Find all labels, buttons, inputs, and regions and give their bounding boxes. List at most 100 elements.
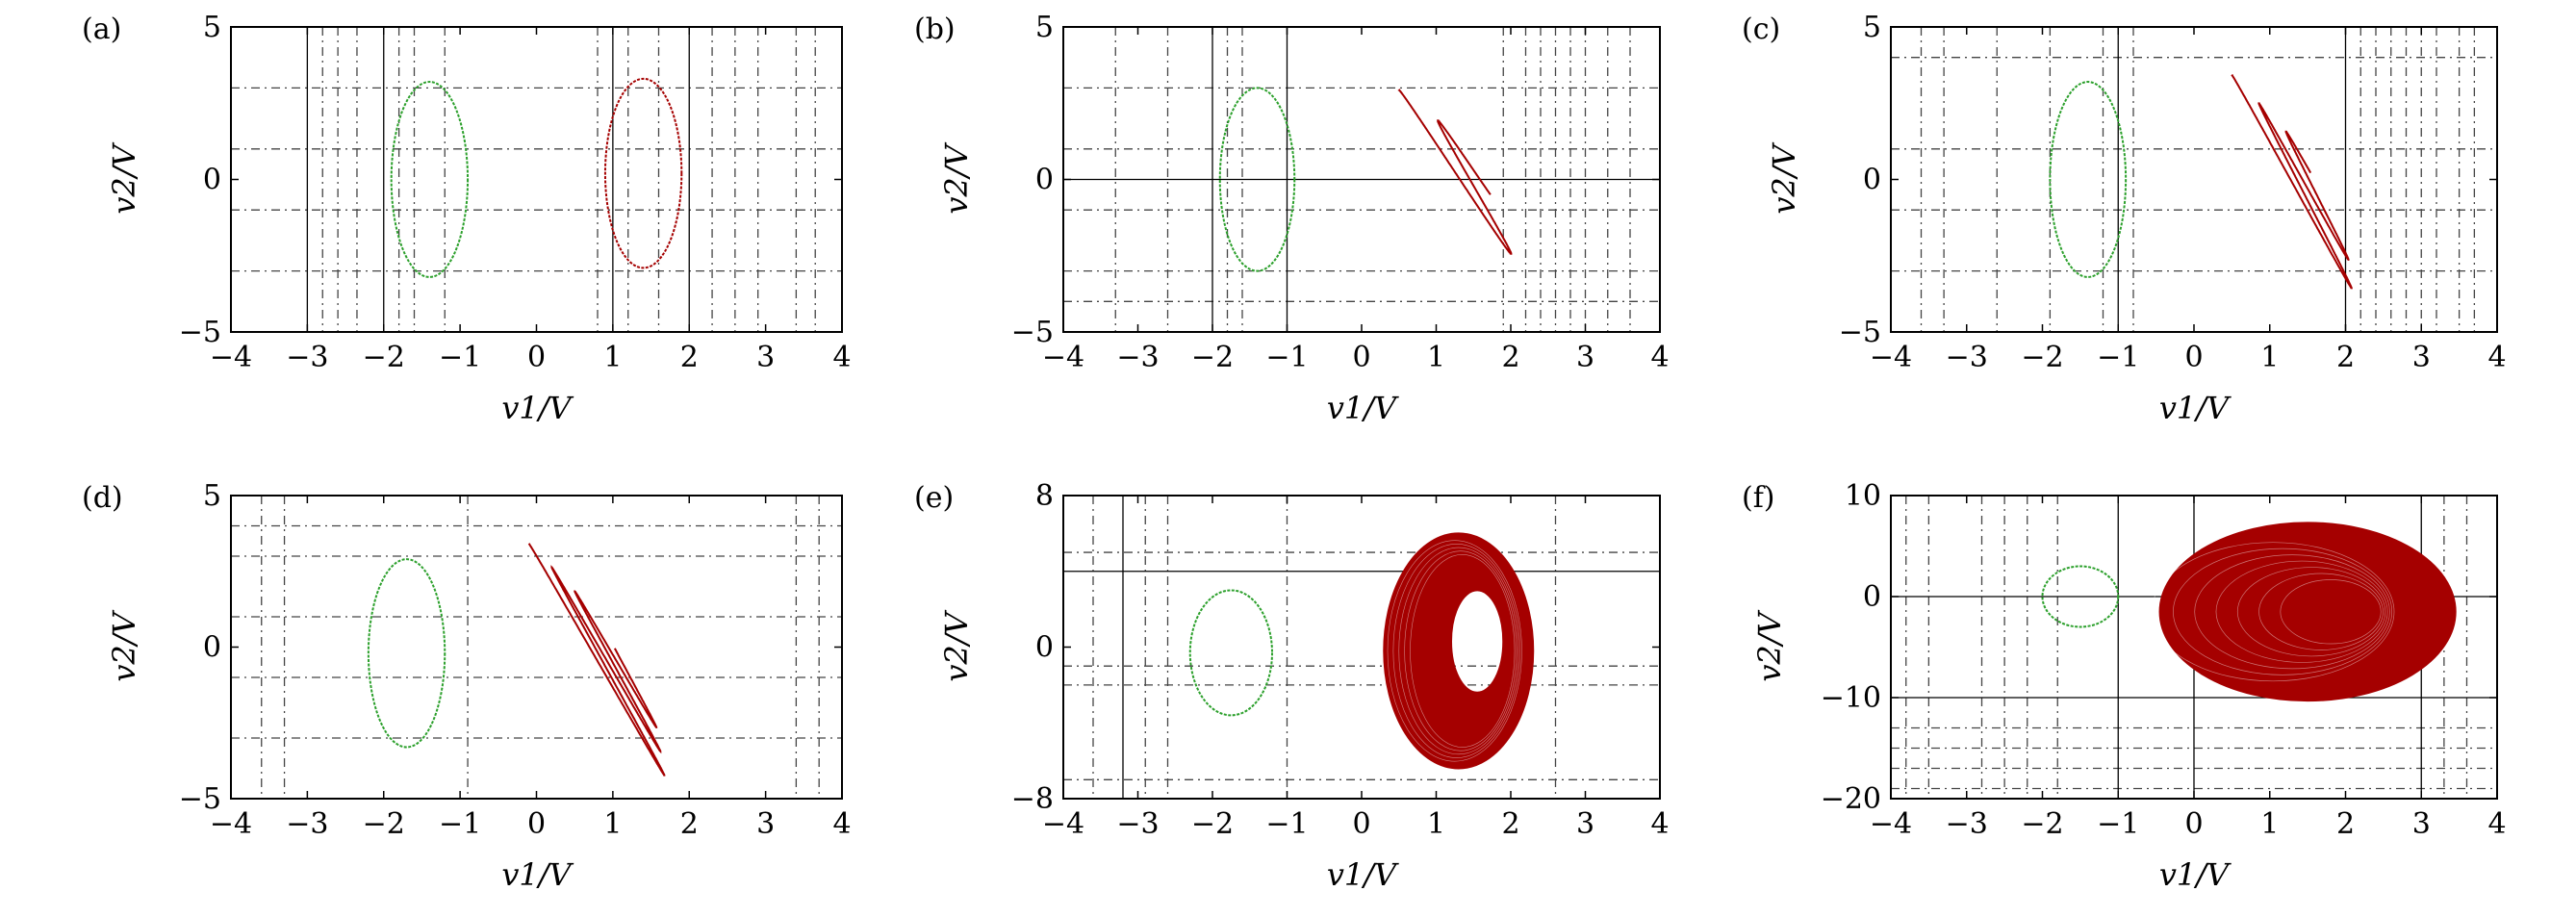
x-tick-label: −1 [2097,807,2139,841]
x-tick-label: −1 [439,807,481,841]
red-attractor [527,543,666,777]
panel-label: (c) [1742,13,1780,46]
x-tick-label: −3 [1116,807,1159,841]
x-tick-label: 1 [1427,341,1445,374]
x-tick-label: 4 [1650,807,1669,841]
plot-area [1891,27,2497,332]
x-tick-label: 0 [527,341,546,374]
panel-a: −4 −3 −2 −1 0 1 2 3 4 −5 0 5 (a) v1/V v2/V [82,11,852,426]
x-tick-label: −3 [1946,807,1988,841]
attractor-texture [2151,542,2395,682]
x-tick-label: 0 [2184,807,2203,841]
x-tick-label: −2 [1191,807,1234,841]
panel-label: (f) [1742,481,1775,515]
x-tick-label: 4 [1650,341,1669,374]
panel-d: −4 −3 −2 −1 0 1 2 3 4 −5 0 5 (d) v1/V v2/V [82,479,852,893]
y-tick-label: −10 [1821,681,1881,715]
panel-label: (d) [82,481,123,515]
y-axis-title: v2/V [106,141,142,214]
y-tick-label: 0 [1863,164,1881,197]
y-tick-label: 0 [1035,631,1054,665]
x-tick-label: −3 [1116,341,1159,374]
x-tick-label: 0 [1352,807,1370,841]
x-tick-label: −2 [363,807,405,841]
x-tick-label: 4 [2487,807,2506,841]
attractor-texture [1387,540,1522,762]
y-tick-label: −8 [1011,782,1054,816]
y-tick-label: 0 [1863,580,1881,614]
plot-frame [1062,495,1661,800]
x-tick-label: 4 [832,341,851,374]
panel-e: −4 −3 −2 −1 0 1 2 3 4 −8 0 8 (e) v1/V v2/V [914,479,1670,893]
x-tick-label: −4 [1042,807,1084,841]
x-tick-label: 0 [527,807,546,841]
x-tick-label: −4 [1870,341,1912,374]
x-axis-title: v1/V [2159,390,2232,426]
x-tick-label: −3 [1946,341,1988,374]
x-tick-label: 1 [603,341,622,374]
x-tick-label: 2 [680,341,699,374]
attractor-texture [2173,548,2393,675]
attractor-texture [2280,579,2382,645]
x-axis-title: v1/V [1327,856,1399,893]
x-tick-label: −4 [210,807,252,841]
attractor-texture [1398,547,1519,755]
plot-area [231,27,842,332]
x-tick-label: −1 [439,341,481,374]
y-tick-label: 0 [203,164,221,197]
red-attractor [1397,89,1513,255]
x-tick-label: −1 [2097,341,2139,374]
x-tick-label: −2 [363,341,405,374]
x-tick-label: −3 [286,807,328,841]
x-tick-label: 3 [756,807,775,841]
x-tick-label: 1 [2260,341,2279,374]
x-tick-label: 1 [603,807,622,841]
attractor-texture [2215,560,2388,663]
plot-area [1063,27,1660,332]
y-tick-label: 8 [1035,479,1054,513]
x-tick-label: 3 [2412,807,2431,841]
attractor-texture [1392,544,1520,758]
green-attractor [1188,589,1273,717]
x-tick-label: 1 [2260,807,2279,841]
plot-area [231,496,842,799]
x-tick-label: 3 [1576,807,1594,841]
red-attractor [2231,74,2353,290]
x-axis-title: v1/V [501,856,574,893]
x-tick-label: 2 [2336,807,2355,841]
x-tick-label: 0 [2184,341,2203,374]
y-tick-label: −5 [179,316,221,349]
y-tick-label: −20 [1821,782,1881,816]
x-tick-label: −3 [286,341,328,374]
x-axis-title: v1/V [2159,856,2232,893]
y-axis-title: v2/V [106,609,142,681]
x-tick-label: 3 [756,341,775,374]
x-tick-label: −1 [1265,341,1308,374]
panel-label: (e) [914,481,954,515]
x-tick-label: 2 [1501,341,1519,374]
y-tick-label: −5 [179,782,221,816]
x-tick-label: −2 [1191,341,1234,374]
plot-frame [230,495,843,800]
y-tick-label: −5 [1839,316,1881,349]
x-tick-label: 1 [1427,807,1445,841]
x-tick-label: −4 [1870,807,1912,841]
green-attractor [367,558,446,749]
y-tick-label: 5 [1863,11,1881,44]
x-tick-label: −4 [1042,341,1084,374]
green-attractor [2049,81,2128,278]
y-axis-title: v2/V [938,141,975,214]
x-tick-label: 2 [1501,807,1519,841]
y-tick-label: −5 [1011,316,1054,349]
y-tick-label: 5 [203,11,221,44]
panel-label: (a) [82,13,121,46]
y-axis-title: v2/V [1766,141,1802,214]
plot-area [1063,496,1660,799]
panel-b: −4 −3 −2 −1 0 1 2 3 4 −5 0 5 (b) v1/V v2/V [914,11,1670,426]
panel-c: −4 −3 −2 −1 0 1 2 3 4 −5 0 5 (c) v1/V v2/V [1742,11,2507,426]
y-tick-label: 10 [1845,479,1881,513]
green-attractor [1218,87,1296,272]
attractor-texture [1404,550,1518,751]
